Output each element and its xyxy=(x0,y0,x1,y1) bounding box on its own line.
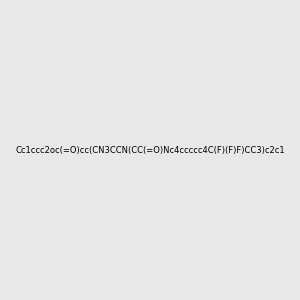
Text: Cc1ccc2oc(=O)cc(CN3CCN(CC(=O)Nc4ccccc4C(F)(F)F)CC3)c2c1: Cc1ccc2oc(=O)cc(CN3CCN(CC(=O)Nc4ccccc4C(… xyxy=(15,146,285,154)
